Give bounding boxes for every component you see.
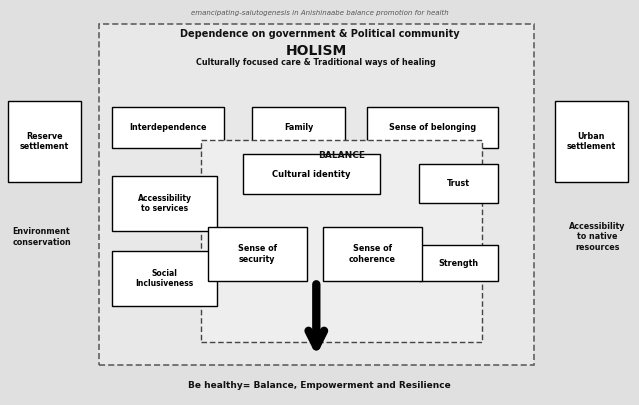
Text: Accessibility
to native
resources: Accessibility to native resources — [569, 222, 626, 252]
Text: Cultural identity: Cultural identity — [272, 170, 351, 179]
Text: Culturally focused care & Traditional ways of healing: Culturally focused care & Traditional wa… — [196, 58, 436, 67]
Text: emancipating-salutogenesis in Anishinaabe balance promotion for health: emancipating-salutogenesis in Anishinaab… — [190, 10, 449, 16]
Bar — [252, 107, 345, 148]
Bar — [201, 140, 482, 342]
Text: Trust: Trust — [447, 179, 470, 188]
Text: Family: Family — [284, 123, 313, 132]
Text: Interdependence: Interdependence — [129, 123, 206, 132]
Bar — [112, 176, 217, 231]
Text: HOLISM: HOLISM — [286, 44, 347, 58]
Text: Be healthy= Balance, Empowerment and Resilience: Be healthy= Balance, Empowerment and Res… — [188, 381, 451, 390]
Text: Sense of
security: Sense of security — [238, 245, 277, 264]
Bar — [555, 101, 628, 182]
Text: Dependence on government & Political community: Dependence on government & Political com… — [180, 29, 459, 39]
Bar — [243, 154, 380, 194]
Bar — [99, 24, 534, 365]
Text: BALANCE: BALANCE — [318, 151, 366, 160]
Text: Social
Inclusiveness: Social Inclusiveness — [135, 269, 194, 288]
Bar — [112, 107, 224, 148]
Bar — [208, 227, 307, 281]
Bar — [323, 227, 422, 281]
Text: Accessibility
to services: Accessibility to services — [137, 194, 192, 213]
Text: Environment
conservation: Environment conservation — [12, 227, 71, 247]
Bar — [419, 245, 498, 281]
Bar — [367, 107, 498, 148]
Bar — [8, 101, 81, 182]
Text: Sense of
coherence: Sense of coherence — [349, 245, 396, 264]
Text: Reserve
settlement: Reserve settlement — [20, 132, 69, 151]
Text: Urban
settlement: Urban settlement — [567, 132, 616, 151]
Text: Sense of belonging: Sense of belonging — [389, 123, 477, 132]
Bar — [112, 251, 217, 306]
Bar — [419, 164, 498, 202]
Text: Strength: Strength — [438, 259, 479, 268]
